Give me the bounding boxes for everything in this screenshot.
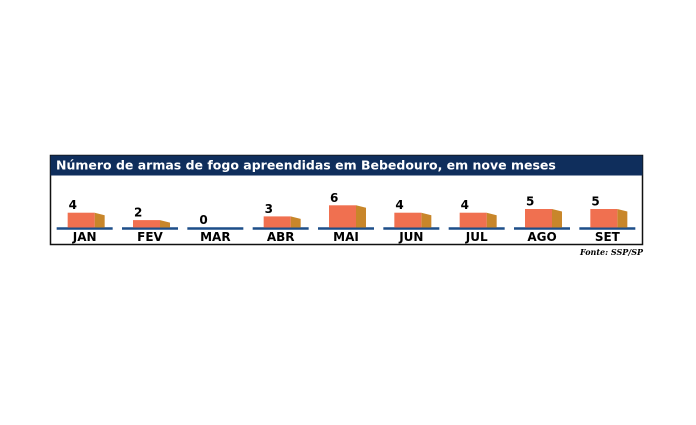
data-label: 6 [330, 191, 338, 205]
bar-side [617, 209, 628, 228]
bar-side [486, 212, 497, 228]
x-tick-label: JUN [398, 230, 423, 244]
x-tick-label: MAR [200, 230, 230, 244]
chart-title: Número de armas de fogo apreendidas em B… [56, 158, 556, 173]
data-label: 4 [69, 198, 77, 212]
x-tick-label: ABR [267, 230, 295, 244]
bar [329, 205, 356, 228]
data-label: 4 [395, 198, 403, 212]
data-label: 5 [526, 195, 534, 209]
source-note: Fonte: SSP/SP [579, 247, 644, 257]
bar [525, 209, 552, 228]
bar [263, 216, 291, 228]
bar [394, 212, 422, 228]
bar-side [290, 216, 301, 228]
data-label: 2 [134, 206, 142, 220]
data-label: 0 [199, 213, 207, 227]
x-tick-label: JUL [465, 230, 488, 244]
x-tick-label: MAI [333, 230, 359, 244]
data-label: 4 [461, 198, 469, 212]
bar-side [94, 212, 105, 228]
bar [590, 209, 618, 228]
x-tick-label: SET [595, 230, 621, 244]
bar [133, 220, 160, 228]
x-tick-label: AGO [527, 230, 556, 244]
x-tick-label: FEV [137, 230, 163, 244]
bar-side [552, 209, 562, 228]
bar-side [421, 212, 432, 228]
x-tick-label: JAN [72, 230, 97, 244]
bar-side [356, 205, 366, 228]
bar-side [160, 220, 170, 228]
data-label: 5 [591, 195, 599, 209]
data-label: 3 [265, 202, 273, 216]
bar [67, 212, 95, 228]
title-bar [50, 155, 643, 176]
bar [459, 212, 487, 228]
